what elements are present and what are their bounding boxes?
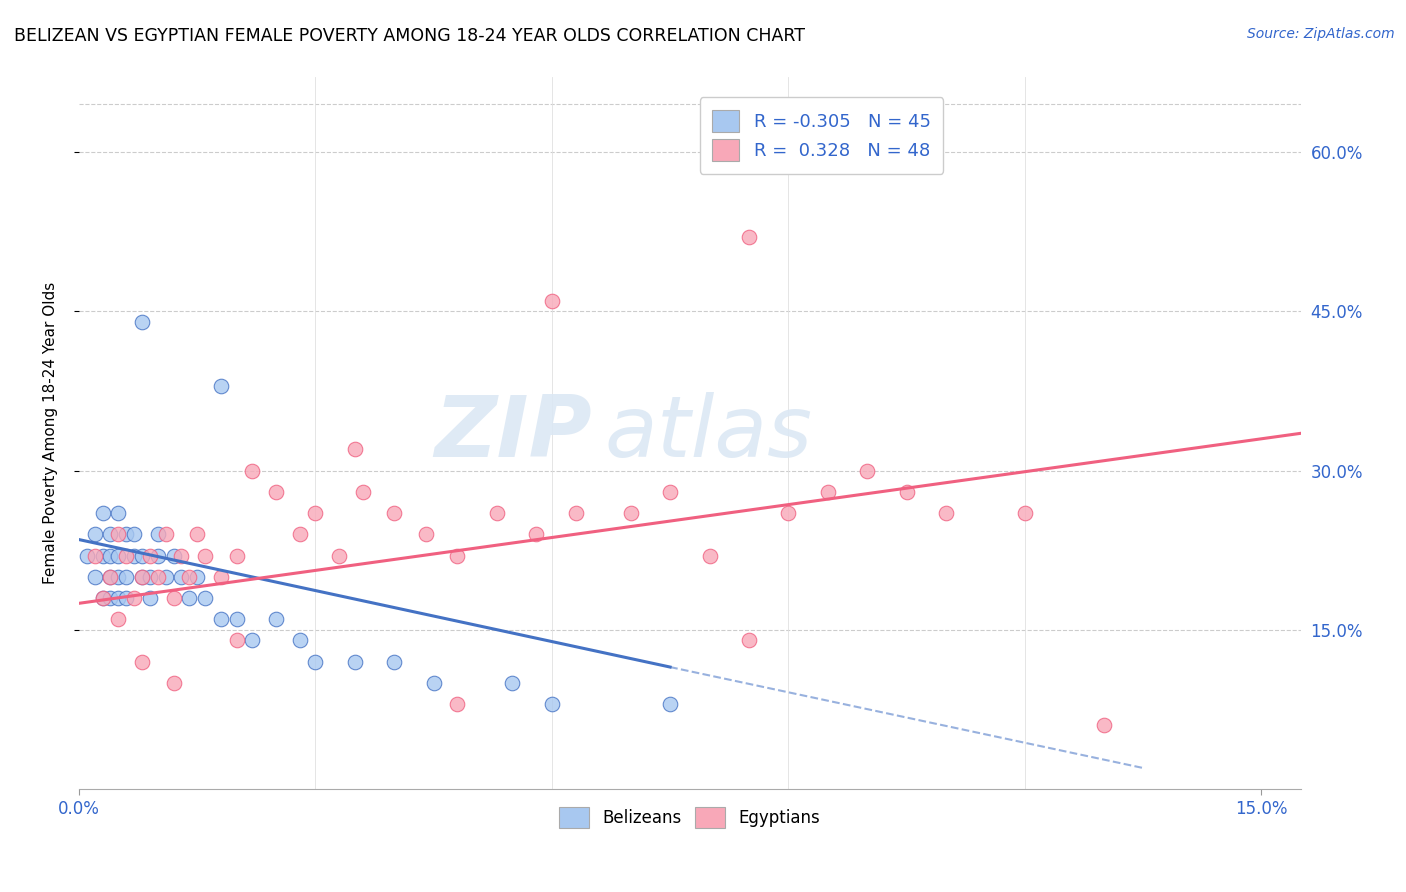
Point [659, 484, 682, 499]
Y-axis label: Female Poverty Among 18-24 Year Olds: Female Poverty Among 18-24 Year Olds [44, 282, 58, 584]
Point [91, 506, 114, 520]
Point [146, 549, 169, 563]
Point [155, 527, 177, 541]
Point [107, 527, 129, 541]
Point [186, 570, 208, 584]
Point [91, 591, 114, 605]
Point [76, 549, 98, 563]
Point [83, 570, 105, 584]
Point [225, 549, 247, 563]
Point [131, 315, 153, 329]
Point [564, 506, 586, 520]
Point [856, 463, 879, 477]
Point [107, 612, 129, 626]
Point [100, 591, 122, 605]
Point [107, 506, 129, 520]
Point [501, 676, 523, 690]
Point [162, 549, 184, 563]
Point [170, 549, 193, 563]
Point [146, 527, 169, 541]
Point [541, 293, 564, 308]
Point [146, 570, 169, 584]
Point [422, 676, 444, 690]
Point [115, 591, 138, 605]
Point [115, 549, 138, 563]
Point [446, 549, 468, 563]
Point [659, 697, 682, 711]
Point [100, 549, 122, 563]
Point [896, 484, 918, 499]
Point [83, 549, 105, 563]
Point [240, 633, 263, 648]
Point [162, 591, 184, 605]
Point [179, 591, 201, 605]
Point [225, 633, 247, 648]
Point [415, 527, 437, 541]
Point [115, 527, 138, 541]
Point [83, 527, 105, 541]
Point [541, 697, 564, 711]
Point [264, 484, 287, 499]
Point [328, 549, 350, 563]
Text: Source: ZipAtlas.com: Source: ZipAtlas.com [1247, 27, 1395, 41]
Point [382, 506, 405, 520]
Point [738, 633, 761, 648]
Point [935, 506, 957, 520]
Point [209, 570, 232, 584]
Point [122, 591, 145, 605]
Point [139, 570, 162, 584]
Point [485, 506, 508, 520]
Point [107, 549, 129, 563]
Point [170, 570, 193, 584]
Point [100, 527, 122, 541]
Point [620, 506, 643, 520]
Point [194, 591, 217, 605]
Point [131, 570, 153, 584]
Text: BELIZEAN VS EGYPTIAN FEMALE POVERTY AMONG 18-24 YEAR OLDS CORRELATION CHART: BELIZEAN VS EGYPTIAN FEMALE POVERTY AMON… [14, 27, 806, 45]
Point [343, 442, 366, 457]
Point [91, 591, 114, 605]
Point [352, 484, 374, 499]
Point [738, 229, 761, 244]
Legend: Belizeans, Egyptians: Belizeans, Egyptians [553, 801, 827, 834]
Text: atlas: atlas [605, 392, 813, 475]
Point [179, 570, 201, 584]
Point [186, 527, 208, 541]
Point [139, 591, 162, 605]
Point [122, 549, 145, 563]
Point [100, 570, 122, 584]
Point [778, 506, 800, 520]
Point [209, 378, 232, 392]
Point [155, 570, 177, 584]
Point [304, 655, 326, 669]
Point [1014, 506, 1036, 520]
Point [524, 527, 547, 541]
Text: ZIP: ZIP [434, 392, 592, 475]
Point [1092, 718, 1115, 732]
Point [817, 484, 839, 499]
Point [139, 549, 162, 563]
Point [446, 697, 468, 711]
Point [131, 549, 153, 563]
Point [122, 527, 145, 541]
Point [288, 527, 311, 541]
Point [343, 655, 366, 669]
Point [209, 612, 232, 626]
Point [240, 463, 263, 477]
Point [304, 506, 326, 520]
Point [100, 570, 122, 584]
Point [131, 655, 153, 669]
Point [699, 549, 721, 563]
Point [264, 612, 287, 626]
Point [107, 591, 129, 605]
Point [162, 676, 184, 690]
Point [382, 655, 405, 669]
Point [225, 612, 247, 626]
Point [131, 570, 153, 584]
Point [194, 549, 217, 563]
Point [91, 549, 114, 563]
Point [107, 570, 129, 584]
Point [288, 633, 311, 648]
Point [115, 570, 138, 584]
